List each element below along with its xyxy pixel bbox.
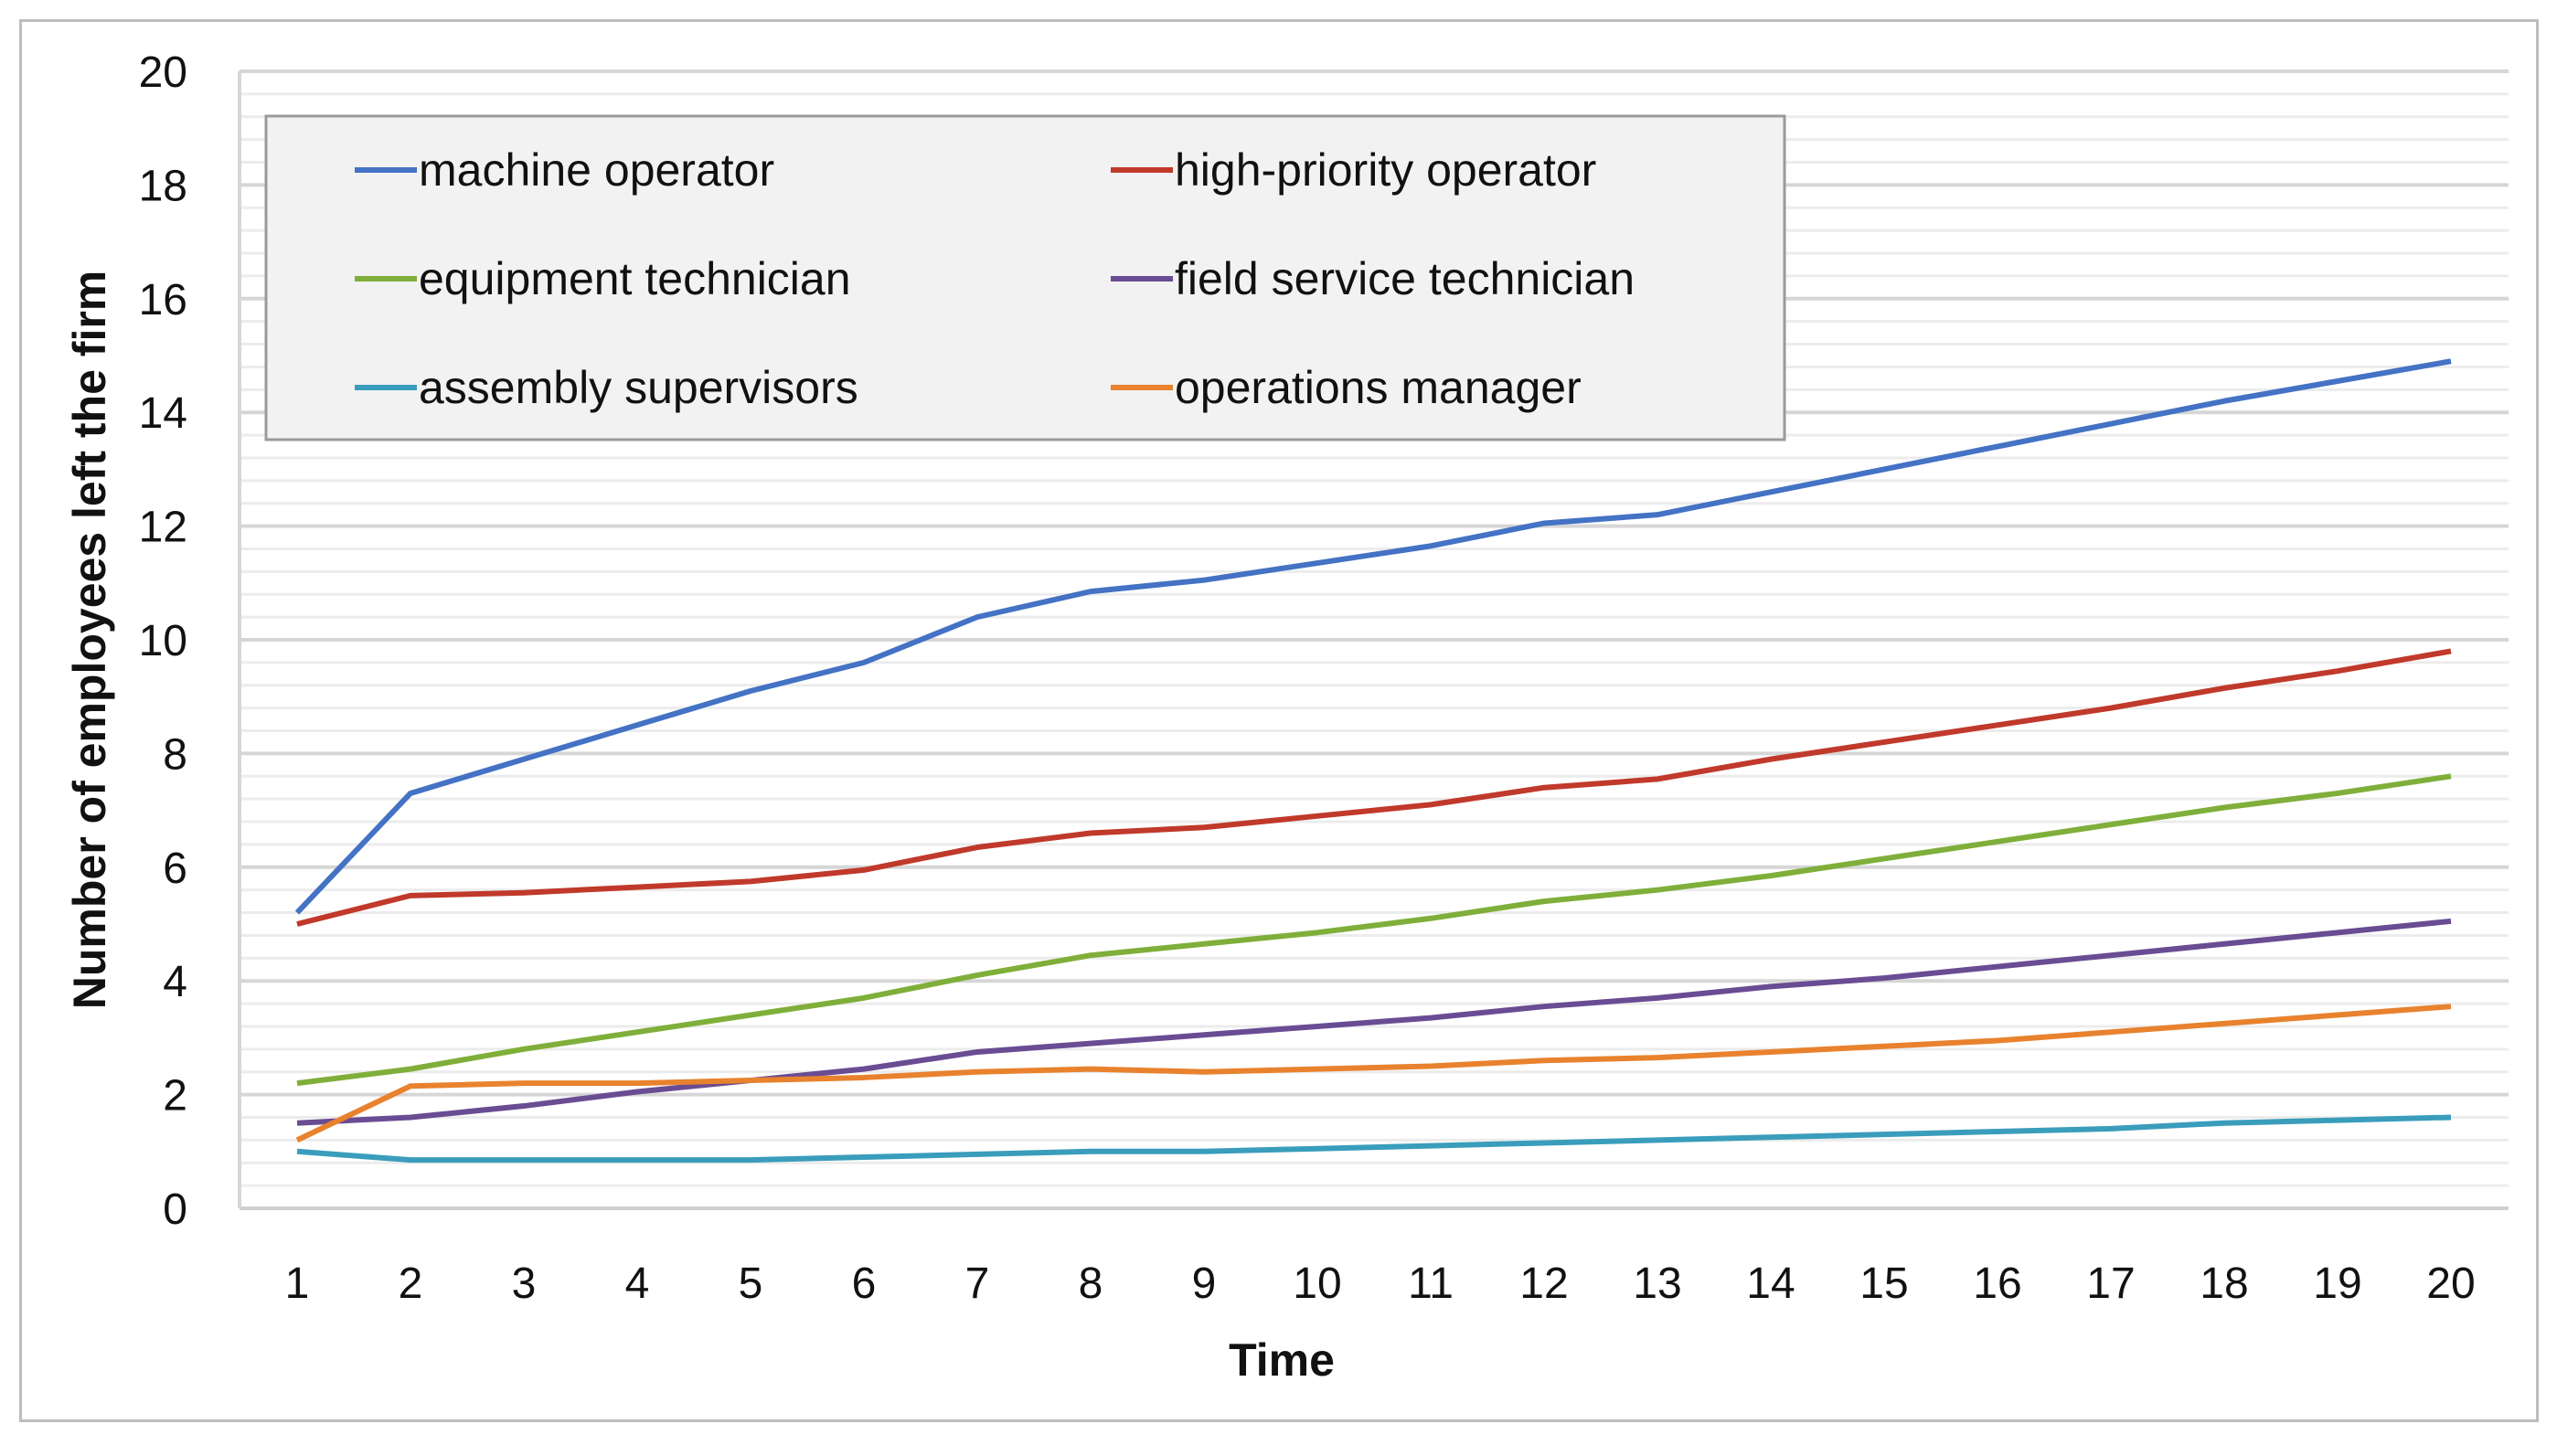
- x-tick-label: 16: [1973, 1259, 2021, 1308]
- x-tick-label: 11: [1408, 1259, 1454, 1308]
- legend-label: machine operator: [419, 144, 774, 196]
- x-tick-label: 5: [739, 1259, 763, 1308]
- x-tick-label: 13: [1633, 1259, 1681, 1308]
- x-tick-label: 7: [965, 1259, 990, 1308]
- y-tick-label: 8: [163, 730, 187, 779]
- legend: machine operator high-priority operator eq…: [264, 114, 1786, 441]
- x-tick-label: 19: [2313, 1259, 2361, 1308]
- y-axis-title: Number of employees left the firm: [64, 271, 115, 1010]
- x-tick-label: 17: [2086, 1259, 2135, 1308]
- x-tick-label: 12: [1519, 1259, 1568, 1308]
- x-tick-label: 10: [1293, 1259, 1341, 1308]
- x-tick-label: 4: [625, 1259, 650, 1308]
- y-tick-label: 16: [139, 276, 187, 324]
- y-tick-label: 10: [139, 617, 187, 665]
- y-tick-label: 6: [163, 845, 187, 893]
- legend-label: field service technician: [1175, 253, 1635, 304]
- x-tick-label: 6: [852, 1259, 877, 1308]
- y-tick-label: 14: [139, 389, 187, 438]
- y-tick-label: 20: [139, 48, 187, 97]
- x-tick-label: 3: [512, 1259, 537, 1308]
- x-tick-label: 18: [2200, 1259, 2248, 1308]
- series-line-equipment-technician: [296, 773, 2452, 1087]
- series-line-field-service-technician: [296, 918, 2452, 1126]
- y-tick-label: 2: [163, 1072, 187, 1121]
- series-line-assembly-supervisors: [296, 1114, 2452, 1164]
- x-tick-label: 1: [285, 1259, 310, 1308]
- x-tick-label: 15: [1859, 1259, 1908, 1308]
- legend-label: operations manager: [1175, 362, 1582, 413]
- x-tick-label: 14: [1746, 1259, 1795, 1308]
- series-line-machine-operator: [294, 358, 2452, 915]
- legend-label: high-priority operator: [1175, 144, 1596, 196]
- y-tick-label: 4: [163, 958, 187, 1006]
- legend-box: [264, 114, 1786, 441]
- x-tick-label: 2: [399, 1259, 423, 1308]
- series-line-high-priority-operator: [296, 648, 2452, 927]
- y-tick-label: 12: [139, 504, 187, 552]
- x-axis-title: Time: [1229, 1334, 1335, 1386]
- y-tick-label: 18: [139, 162, 187, 210]
- series-line-operations-manager: [295, 1004, 2452, 1143]
- chart-frame: [19, 19, 2539, 1422]
- x-tick-label: 8: [1079, 1259, 1103, 1308]
- legend-label: equipment technician: [419, 253, 851, 304]
- y-tick-label: 0: [163, 1185, 187, 1234]
- legend-label: assembly supervisors: [419, 362, 858, 413]
- x-tick-label: 20: [2426, 1259, 2475, 1308]
- x-tick-label: 9: [1192, 1259, 1217, 1308]
